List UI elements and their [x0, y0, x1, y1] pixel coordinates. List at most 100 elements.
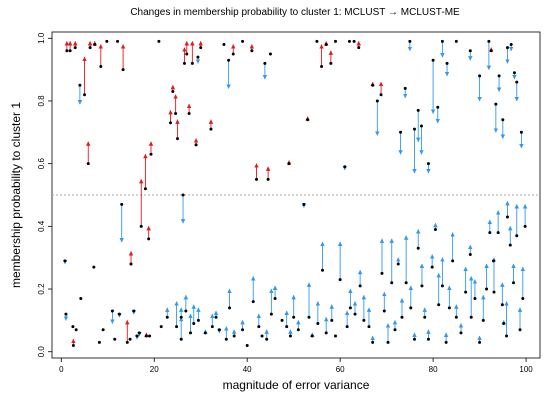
data-point: [404, 281, 408, 285]
data-point: [444, 340, 448, 344]
data-point: [179, 315, 183, 319]
data-point: [268, 52, 272, 56]
data-point: [182, 61, 186, 65]
data-point: [497, 74, 501, 78]
data-point: [181, 193, 185, 197]
data-point: [459, 331, 463, 335]
data-point: [330, 318, 334, 322]
data-point: [63, 259, 67, 263]
data-point: [347, 39, 351, 43]
data-point: [188, 331, 192, 335]
data-point: [65, 49, 69, 53]
y-tick-label: 0.0: [37, 346, 46, 358]
data-point: [468, 49, 472, 53]
data-point: [492, 259, 496, 263]
data-point: [334, 39, 338, 43]
data-point: [396, 262, 400, 266]
data-point: [97, 340, 101, 344]
data-point: [409, 306, 413, 310]
x-tick-label: 40: [243, 365, 252, 374]
data-point: [481, 318, 485, 322]
data-point: [269, 312, 273, 316]
data-point: [157, 39, 161, 43]
data-point: [135, 334, 139, 338]
data-point: [390, 281, 394, 285]
data-point: [148, 334, 152, 338]
data-point: [190, 61, 194, 65]
data-point: [175, 137, 179, 141]
data-point: [487, 39, 491, 43]
data-point: [121, 68, 125, 72]
data-point: [71, 343, 75, 347]
data-point: [316, 322, 320, 326]
y-axis-label: membership probability to cluster 1: [9, 102, 23, 288]
data-point: [352, 39, 356, 43]
x-tick-label: 100: [519, 365, 533, 374]
data-point: [73, 46, 77, 50]
data-point: [413, 127, 417, 131]
data-point: [324, 43, 328, 47]
data-point: [280, 318, 284, 322]
point-layer: [63, 39, 527, 347]
x-tick-label: 60: [336, 365, 345, 374]
data-point: [251, 300, 255, 304]
data-point: [83, 93, 87, 97]
data-point: [241, 328, 245, 332]
x-tick-label: 20: [150, 365, 159, 374]
data-point: [174, 112, 178, 115]
data-point: [86, 162, 90, 166]
data-point: [132, 309, 136, 313]
data-point: [144, 334, 148, 338]
data-point: [375, 99, 379, 103]
data-point: [380, 271, 384, 275]
data-point: [399, 130, 403, 134]
data-point: [431, 58, 435, 62]
data-point: [496, 231, 500, 235]
data-point: [492, 290, 496, 294]
data-point: [367, 325, 371, 329]
data-point: [165, 315, 169, 319]
y-tick-label: 0.4: [37, 220, 46, 232]
data-point: [320, 268, 324, 272]
data-point: [512, 71, 516, 75]
data-point: [254, 177, 258, 181]
data-point: [357, 46, 361, 50]
data-point: [521, 296, 525, 300]
data-point: [502, 322, 506, 326]
data-point: [306, 118, 310, 122]
data-point: [473, 296, 477, 300]
data-point: [287, 162, 291, 166]
data-point: [386, 340, 390, 344]
data-point: [426, 337, 430, 341]
y-tick-label: 1.0: [37, 32, 46, 44]
data-point: [169, 121, 173, 125]
data-point: [217, 328, 221, 332]
data-point: [416, 246, 420, 250]
data-point: [227, 58, 231, 62]
y-axis: 0.0 0.2 0.4 0.6 0.8 1.0: [37, 32, 52, 357]
data-point: [315, 39, 319, 43]
data-point: [159, 325, 163, 329]
data-point: [430, 265, 434, 269]
data-point: [257, 325, 261, 329]
data-point: [93, 43, 97, 47]
data-point: [196, 318, 200, 322]
data-point: [224, 337, 228, 341]
data-point: [501, 118, 505, 122]
data-point: [307, 315, 311, 319]
arrow-layer: [62, 40, 528, 346]
data-point: [143, 187, 147, 191]
data-point: [505, 46, 509, 50]
data-point: [334, 334, 338, 338]
data-point: [505, 334, 509, 338]
x-axis: 0 20 40 60 80 100: [59, 358, 533, 374]
data-point: [179, 337, 183, 341]
data-point: [241, 39, 245, 43]
data-point: [92, 265, 96, 269]
data-point: [194, 143, 198, 147]
data-point: [345, 325, 349, 329]
data-point: [310, 334, 314, 338]
data-point: [74, 328, 78, 332]
data-point: [78, 83, 82, 87]
